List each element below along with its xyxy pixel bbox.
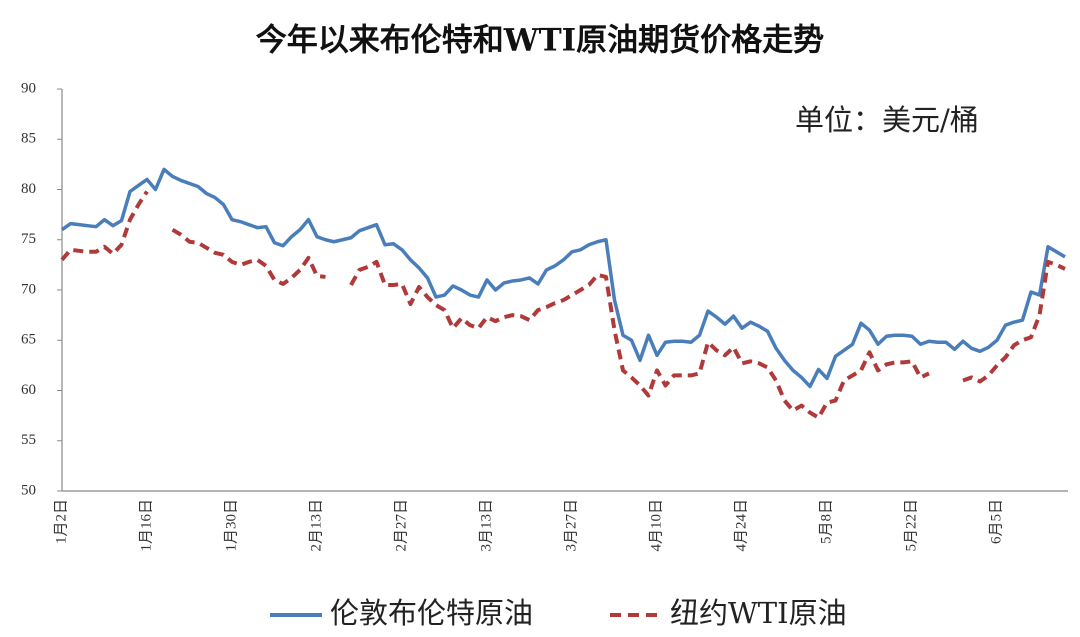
series-line (171, 227, 326, 286)
x-tick-label: 5月22日 (903, 499, 919, 552)
y-tick-label: 70 (21, 281, 36, 297)
unit-annotation: 单位：美元/桶 (795, 103, 979, 137)
series-line (962, 259, 1066, 384)
y-tick-label: 90 (21, 80, 36, 96)
x-tick-label: 2月13日 (308, 499, 324, 552)
x-tick-label: 3月27日 (563, 499, 579, 552)
y-tick-label: 85 (21, 131, 36, 147)
x-tick-label: 1月30日 (223, 499, 239, 552)
x-tick-label: 4月10日 (648, 499, 664, 552)
y-tick-label: 60 (21, 382, 36, 398)
series-line (349, 259, 930, 420)
chart-title: 今年以来布伦特和WTI原油期货价格走势 (256, 23, 824, 59)
legend-label: 纽约WTI原油 (670, 596, 847, 630)
y-tick-label: 50 (21, 482, 36, 498)
y-tick-label: 75 (21, 231, 36, 247)
series-line (60, 190, 149, 262)
x-tick-label: 1月16日 (138, 499, 154, 552)
x-tick-label: 3月13日 (478, 499, 494, 552)
y-tick-label: 80 (21, 181, 36, 197)
x-tick-label: 4月24日 (733, 499, 749, 552)
x-tick-label: 2月27日 (393, 499, 409, 552)
x-tick-label: 1月2日 (53, 499, 69, 544)
y-tick-label: 65 (21, 332, 36, 348)
series-line (60, 167, 1066, 389)
legend-label: 伦敦布伦特原油 (330, 596, 533, 630)
x-tick-label: 6月5日 (988, 499, 1004, 544)
y-tick-label: 55 (21, 432, 36, 448)
x-tick-label: 5月8日 (818, 499, 834, 544)
